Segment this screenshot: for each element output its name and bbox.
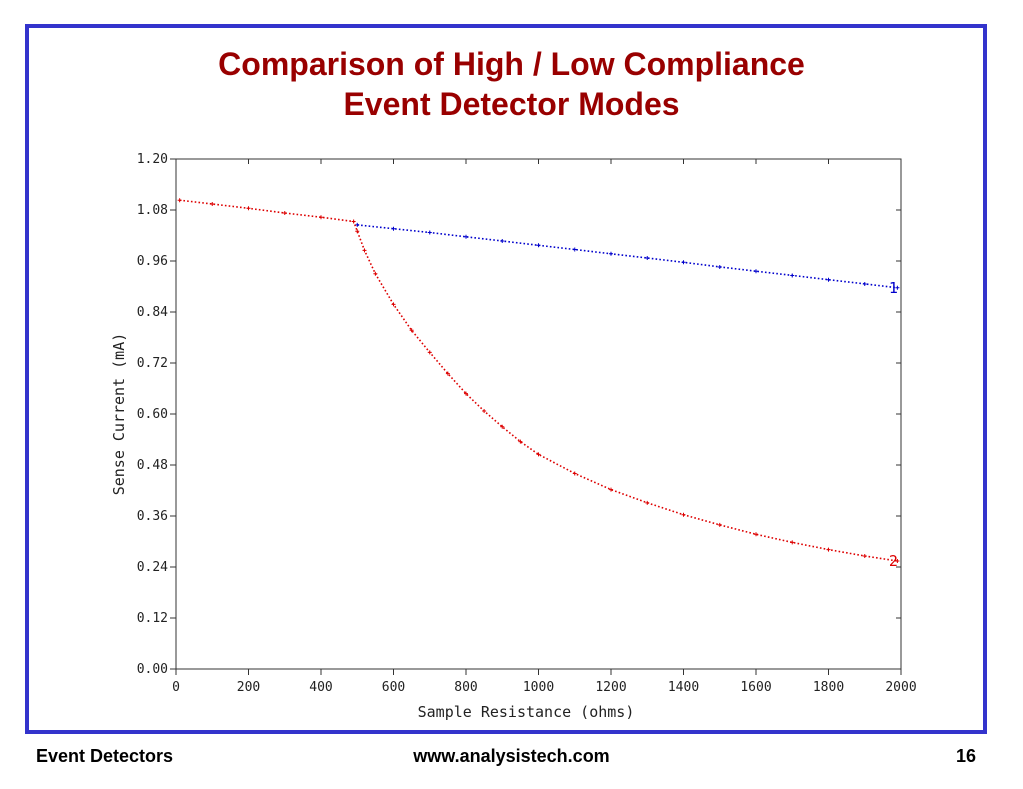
x-tick-label: 1000 xyxy=(523,680,554,695)
data-point xyxy=(609,251,613,256)
x-tick-label: 1400 xyxy=(668,680,699,695)
data-point xyxy=(717,264,722,269)
plot-area xyxy=(175,158,902,670)
y-tick-label: 0.72 xyxy=(137,356,168,371)
data-point xyxy=(319,215,323,220)
data-point xyxy=(464,391,468,396)
data-point xyxy=(790,540,795,545)
y-tick-label: 0.96 xyxy=(137,254,168,269)
slide-frame xyxy=(25,24,987,734)
y-tick-label: 0.84 xyxy=(137,305,168,320)
slide-title-line-1: Comparison of High / Low Compliance xyxy=(218,46,805,82)
data-point xyxy=(895,559,900,564)
data-point xyxy=(536,243,541,248)
data-point xyxy=(177,198,182,203)
data-point xyxy=(609,487,613,492)
data-point xyxy=(500,424,505,429)
data-point xyxy=(482,409,487,414)
data-point xyxy=(351,219,356,224)
data-point xyxy=(717,522,722,527)
data-point xyxy=(391,302,396,307)
data-point xyxy=(536,452,541,457)
y-tick-label: 0.48 xyxy=(137,458,168,473)
series-line xyxy=(179,199,898,562)
data-point xyxy=(391,226,396,231)
data-point xyxy=(826,547,831,552)
data-point xyxy=(246,206,251,211)
footer-left: Event Detectors xyxy=(36,746,174,766)
x-tick-label: 400 xyxy=(309,680,332,695)
series-label: 2 xyxy=(889,552,898,570)
y-tick-label: 1.08 xyxy=(137,203,168,218)
data-point xyxy=(754,269,758,274)
x-tick-label: 200 xyxy=(237,680,260,695)
data-point xyxy=(681,512,686,517)
x-tick-label: 600 xyxy=(382,680,405,695)
data-point xyxy=(464,234,468,239)
series-layer: 12 xyxy=(177,198,900,570)
data-point xyxy=(427,230,432,235)
y-tick-label: 0.00 xyxy=(137,662,168,677)
data-point xyxy=(445,371,450,376)
data-point xyxy=(427,350,432,355)
axes: 0 200 400 600 800 1000 1200 1400 1600 1800 2000 0.0… xyxy=(137,152,917,695)
x-tick-label: 2000 xyxy=(885,680,916,695)
data-point xyxy=(862,281,867,286)
y-tick-label: 0.60 xyxy=(137,407,168,422)
data-point xyxy=(754,532,758,537)
data-point xyxy=(210,202,215,207)
x-tick-label: 1800 xyxy=(813,680,844,695)
page-number: 16 xyxy=(955,746,976,766)
y-tick-label: 1.20 xyxy=(137,152,168,167)
data-point xyxy=(373,271,378,276)
slide-title-line-2: Event Detector Modes xyxy=(343,86,680,122)
series-label: 1 xyxy=(889,279,898,297)
data-point xyxy=(572,247,577,252)
x-tick-label: 0 xyxy=(172,680,180,695)
y-tick-label: 0.24 xyxy=(137,560,168,575)
data-point xyxy=(355,222,360,227)
y-tick-label: 0.36 xyxy=(137,509,168,524)
data-point xyxy=(362,248,367,253)
data-point xyxy=(409,328,414,333)
footer-url: www.analysistech.com xyxy=(413,746,610,766)
data-point xyxy=(895,285,900,290)
data-point xyxy=(645,500,650,505)
data-point xyxy=(518,439,523,444)
series-line xyxy=(357,224,898,289)
data-point xyxy=(681,260,686,265)
data-point xyxy=(572,471,577,476)
data-point xyxy=(826,277,831,282)
data-point xyxy=(282,210,287,215)
data-point xyxy=(790,273,795,278)
x-axis-label: Sample Resistance (ohms) xyxy=(418,703,635,721)
data-point xyxy=(645,256,650,261)
data-point xyxy=(862,553,867,558)
x-tick-label: 1200 xyxy=(595,680,626,695)
y-tick-label: 0.12 xyxy=(137,611,168,626)
data-point xyxy=(355,229,360,234)
y-axis-label: Sense Current (mA) xyxy=(110,333,128,496)
data-point xyxy=(500,239,505,244)
x-tick-label: 1600 xyxy=(740,680,771,695)
x-tick-label: 800 xyxy=(454,680,477,695)
